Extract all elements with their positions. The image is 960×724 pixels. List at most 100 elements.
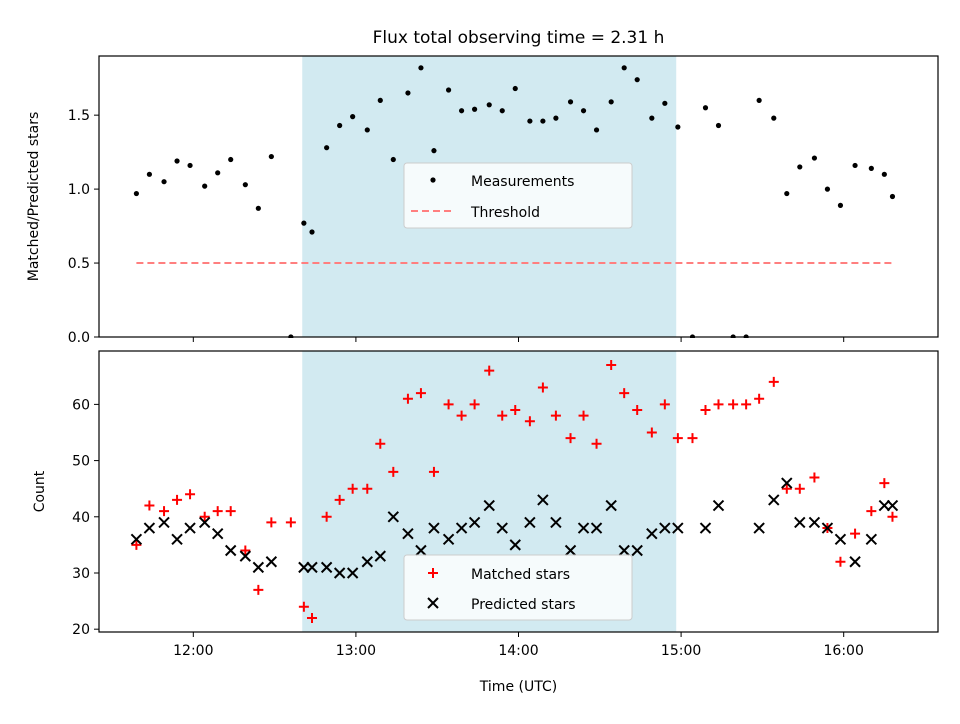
measurement-point (301, 220, 307, 226)
matched-star-point (199, 511, 210, 522)
predicted-star-point (428, 522, 440, 534)
measurement-point (553, 115, 559, 121)
matched-star-point (754, 393, 765, 404)
measurement-point (852, 162, 858, 169)
bottom-y-axis-label: Count (32, 470, 48, 512)
predicted-star-point (834, 533, 847, 545)
matched-star-point (728, 399, 739, 410)
measurement-point (377, 97, 383, 103)
predicted-star-point (361, 556, 373, 568)
measurement-point (364, 127, 370, 133)
top-y-tick-label: 0.5 (68, 256, 90, 272)
measurement-point (255, 205, 261, 211)
measurement-point (268, 153, 274, 160)
legend-matched-marker (428, 568, 438, 578)
matched-star-point (659, 399, 670, 410)
matched-star-point (510, 405, 521, 416)
predicted-star-point (659, 522, 671, 534)
measurement-point (174, 158, 180, 164)
matched-star-point (456, 410, 467, 421)
predicted-star-point (605, 499, 617, 512)
predicted-star-point (184, 522, 196, 534)
predicted-star-point (550, 516, 562, 529)
matched-star-point (469, 399, 480, 410)
x-tick-label: 14:00 (498, 643, 538, 659)
x-tick-label: 12:00 (173, 643, 213, 659)
matched-star-point (240, 545, 251, 556)
top-y-tick-label: 1.0 (68, 182, 90, 198)
predicted-star-point (387, 511, 400, 523)
predicted-star-point (849, 556, 861, 568)
predicted-star-point (672, 522, 684, 534)
matched-star-point (700, 405, 711, 416)
predicted-star-point (402, 527, 414, 540)
chart-title: Flux total observing time = 2.31 h (373, 28, 665, 48)
measurement-point (675, 124, 681, 130)
predicted-star-point (211, 527, 224, 540)
matched-star-point (253, 584, 264, 595)
predicted-star-point (878, 499, 891, 512)
matched-star-point (672, 433, 683, 444)
matched-star-point (415, 388, 426, 399)
measurement-point (471, 106, 478, 112)
measurement-point (133, 190, 139, 197)
matched-star-point (443, 399, 454, 410)
predicted-star-point (564, 544, 577, 557)
predicted-star-point (483, 499, 495, 512)
measurement-point (512, 85, 518, 92)
top-y-tick-label: 1.5 (68, 108, 90, 124)
top-y-tick-label: 0.0 (68, 330, 90, 346)
matched-star-point (565, 433, 576, 444)
x-tick-label: 15:00 (661, 643, 701, 659)
measurement-point (324, 145, 330, 151)
measurement-point (445, 87, 452, 93)
measurement-point (621, 65, 627, 71)
measurement-point (771, 115, 777, 121)
predicted-star-point (509, 539, 521, 551)
matched-star-point (887, 511, 898, 522)
matched-star-point (497, 410, 508, 421)
predicted-star-point (712, 499, 725, 512)
measurement-point (567, 99, 574, 105)
bottom-y-tick-label: 60 (72, 397, 90, 413)
predicted-star-point (239, 550, 252, 562)
matched-star-point (524, 416, 535, 427)
predicted-star-point (537, 494, 549, 506)
predicted-star-point (753, 522, 765, 534)
predicted-star-point (468, 516, 481, 529)
measurement-point (634, 77, 640, 83)
measurement-point (161, 179, 167, 185)
matched-star-point (713, 399, 724, 410)
measurement-point (486, 102, 492, 108)
predicted-star-point (590, 522, 603, 534)
measurement-point (881, 171, 887, 177)
measurement-point (837, 202, 844, 208)
measurement-point (458, 108, 465, 114)
predicted-star-point (768, 494, 780, 506)
predicted-star-point (198, 516, 211, 529)
matched-star-point (591, 438, 602, 449)
predicted-star-point (333, 567, 346, 579)
predicted-star-point (171, 533, 183, 545)
matched-star-point (321, 511, 332, 522)
predicted-star-point (524, 516, 536, 529)
measurement-point (756, 97, 762, 103)
predicted-star-point (865, 533, 878, 545)
predicted-star-point (346, 567, 359, 579)
measurement-point (889, 193, 896, 200)
predicted-star-point (618, 544, 630, 557)
predicted-star-point (415, 544, 427, 557)
measurement-point (202, 183, 208, 189)
matched-star-point (632, 405, 643, 416)
predicted-star-point (374, 550, 387, 562)
predicted-star-point (781, 477, 793, 489)
measurement-point (593, 127, 600, 133)
top-panel: 0.0 0.5 1.0 1.5 Measurements Threshold (68, 55, 939, 346)
predicted-star-point (631, 544, 643, 557)
measurement-point (499, 108, 505, 114)
predicted-star-point (442, 533, 455, 545)
matched-star-point (172, 494, 183, 505)
matched-star-point (866, 506, 877, 517)
matched-star-point (606, 360, 617, 371)
